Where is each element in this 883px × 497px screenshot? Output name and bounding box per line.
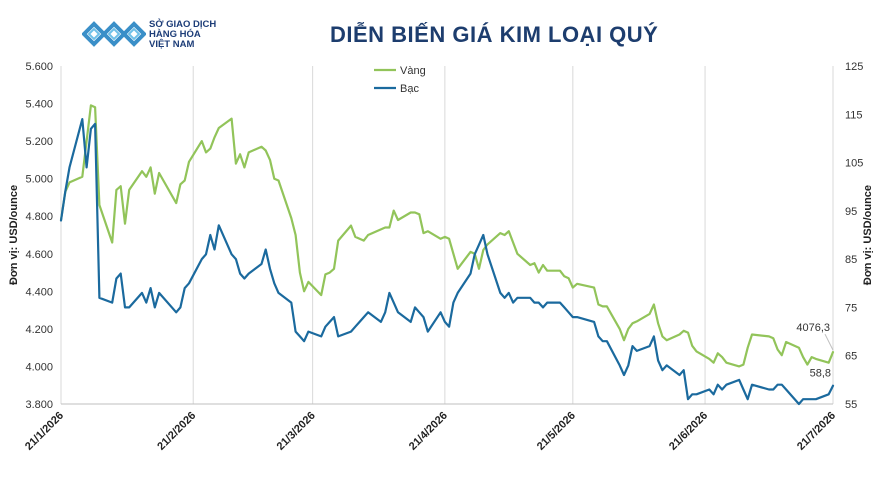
y-left-tick-label: 4.200 [25, 324, 53, 336]
gold-series-line [59, 104, 835, 368]
gold-label-leader [824, 333, 834, 351]
series-group [59, 104, 835, 406]
logo-line-1: SỞ GIAO DỊCH [149, 19, 217, 30]
page-title: DIỄN BIẾN GIÁ KIM LOẠI QUÝ [330, 22, 659, 47]
legend: Vàng Bạc [374, 65, 426, 95]
legend-silver-label: Bạc [400, 83, 419, 95]
y-axis-right-label: Đơn vị: USD/ounce [862, 185, 874, 285]
x-tick-label: 21/5/2026 [535, 410, 578, 453]
x-tick-label: 21/2/2026 [155, 410, 198, 453]
chart-grid [60, 66, 834, 404]
y-left-tick-label: 5.000 [25, 174, 53, 186]
y-left-tick-label: 4.800 [25, 211, 53, 223]
silver-last-value-label: 58,8 [810, 368, 831, 380]
y-left-tick-label: 5.400 [25, 99, 53, 111]
y-right-tick-label: 95 [845, 206, 857, 218]
y-right-tick-label: 105 [845, 158, 863, 170]
y-left-tick-label: 5.600 [25, 61, 53, 73]
y-left-tick-label: 5.200 [25, 136, 53, 148]
x-tick-label: 21/4/2026 [407, 410, 450, 453]
silver-series-line [59, 117, 835, 406]
logo: SỞ GIAO DỊCH HÀNG HÓA VIỆT NAM [82, 17, 232, 57]
x-tick-label: 21/7/2026 [795, 410, 838, 453]
y-axis-right-ticks: 55 65 75 85 95 105 115 125 [845, 61, 863, 411]
x-axis-ticks: 21/1/2026 21/2/2026 21/3/2026 21/4/2026 21/5… [23, 410, 838, 453]
data-labels: 4076,3 58,8 [796, 322, 834, 380]
header: SỞ GIAO DỊCH HÀNG HÓA VIỆT NAM DIỄN BIẾN… [0, 0, 883, 62]
y-left-tick-label: 3.800 [25, 399, 53, 411]
legend-gold-label: Vàng [400, 65, 426, 77]
x-tick-label: 21/3/2026 [275, 410, 318, 453]
y-left-tick-label: 4.000 [25, 361, 53, 373]
y-right-tick-label: 85 [845, 254, 857, 266]
logo-line-3: VIỆT NAM [149, 39, 195, 50]
y-left-tick-label: 4.400 [25, 286, 53, 298]
logo-mark-icon [82, 21, 146, 47]
y-axis-left-label: Đơn vị: USD/ounce [8, 185, 20, 285]
y-right-tick-label: 125 [845, 61, 863, 73]
y-left-tick-label: 4.600 [25, 249, 53, 261]
x-tick-label: 21/1/2026 [23, 410, 66, 453]
logo-text: SỞ GIAO DỊCH HÀNG HÓA VIỆT NAM [149, 20, 216, 50]
logo-line-2: HÀNG HÓA [149, 29, 201, 40]
gold-last-value-label: 4076,3 [796, 322, 830, 334]
x-tick-label: 21/6/2026 [667, 410, 710, 453]
y-right-tick-label: 55 [845, 399, 857, 411]
y-right-tick-label: 65 [845, 351, 857, 363]
y-right-tick-label: 75 [845, 302, 857, 314]
y-right-tick-label: 115 [845, 109, 863, 121]
y-axis-left-ticks: 3.800 4.000 4.200 4.400 4.600 4.800 5.000 5.200… [25, 61, 53, 411]
